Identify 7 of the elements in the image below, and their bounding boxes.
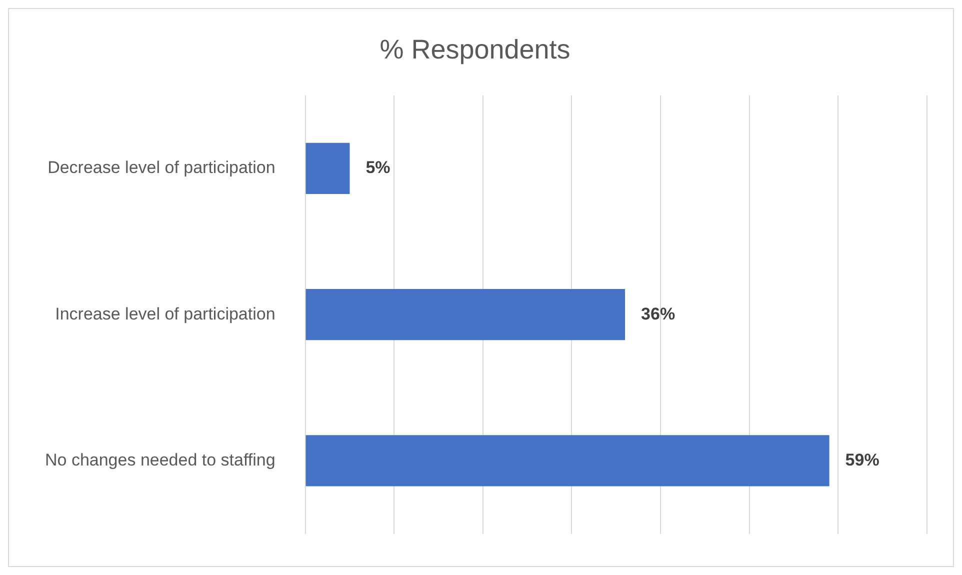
y-tick-label: Increase level of participation <box>55 304 276 324</box>
data-label: 59% <box>845 450 880 470</box>
y-tick-label: Decrease level of participation <box>48 158 276 178</box>
data-label: 36% <box>641 304 676 324</box>
y-tick-label: No changes needed to staffing <box>44 450 276 470</box>
data-label: 5% <box>366 158 390 178</box>
chart-title: % Respondents <box>380 34 570 65</box>
